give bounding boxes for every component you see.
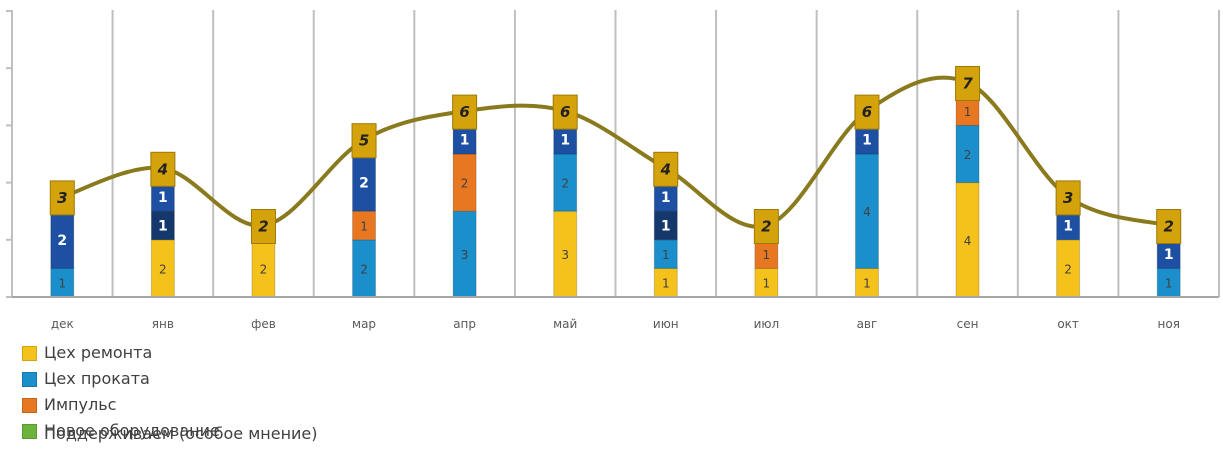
segment-value-label: 1 — [360, 220, 368, 234]
segment-value-label: 2 — [159, 262, 167, 276]
total-label-box — [49, 180, 75, 216]
segment-value-label: 2 — [964, 148, 972, 162]
segment-value-label: 1 — [862, 133, 872, 149]
legend-label-new-equipment: Новое оборудование — [44, 421, 220, 440]
segment-value-label: 2 — [260, 262, 268, 276]
x-tick-label: фев — [251, 317, 276, 331]
x-tick-label: янв — [152, 317, 174, 331]
total-label: 6 — [459, 103, 469, 121]
total-label-box — [452, 94, 478, 130]
total-label: 3 — [57, 189, 67, 207]
segment-value-label: 2 — [1064, 262, 1072, 276]
segment-value-label: 1 — [1063, 219, 1073, 235]
legend-label-support: Поддерживаем (особое мнение) — [44, 424, 318, 443]
segment-value-label: 1 — [662, 248, 670, 262]
x-tick-label: мар — [352, 317, 376, 331]
segment-value-label: 2 — [360, 262, 368, 276]
segment-value-label: 1 — [763, 277, 771, 291]
total-label: 2 — [761, 218, 771, 236]
x-tick-label: ноя — [1158, 317, 1180, 331]
legend-swatch-new-equipment — [22, 424, 37, 439]
total-label: 3 — [1063, 189, 1073, 207]
segment-value-label: 2 — [57, 233, 67, 249]
total-label: 2 — [1163, 218, 1173, 236]
bar-stacks: 1 2 2 1 1 2 2 1 2 3 2 1 3 2 1 1 1 1 1 1 1 1 4 1 4 2 1 2 1 1 1 — [50, 96, 1181, 298]
stacked-bar-chart: 1 2 2 1 1 2 2 1 2 3 2 1 3 2 1 1 1 1 1 1 1 1 4 1 4 2 1 2 1 1 1 3 4 2 5 6 6 4 2… — [6, 10, 1220, 331]
segment-value-label: 3 — [461, 248, 469, 262]
total-label-box — [351, 123, 377, 159]
total-label-box — [753, 209, 779, 244]
segment-value-label: 4 — [863, 205, 871, 219]
legend-swatch-impulse — [22, 398, 37, 413]
x-tick-label: дек — [51, 317, 74, 331]
x-tick-label: окт — [1057, 317, 1079, 331]
segment-value-label: 2 — [561, 177, 569, 191]
legend-swatch-repair — [22, 346, 37, 361]
segment-value-label: 1 — [560, 133, 570, 149]
gridlines — [6, 10, 1220, 298]
segment-value-label: 1 — [158, 219, 168, 235]
segment-value-label: 1 — [661, 219, 671, 235]
legend-label-repair: Цех ремонта — [44, 343, 153, 362]
x-axis: дек янв фев мар апр май июн июл авг сен окт ноя — [12, 296, 1219, 331]
x-tick-label: сен — [957, 317, 979, 331]
total-label: 4 — [660, 160, 671, 178]
segment-value-label: 1 — [158, 190, 168, 206]
total-label: 6 — [862, 103, 872, 121]
total-label-box — [1156, 209, 1182, 244]
segment-value-label: 1 — [661, 190, 671, 206]
legend-label-impulse: Импульс — [44, 395, 117, 414]
segment-value-label: 1 — [964, 105, 972, 119]
total-label: 5 — [359, 132, 369, 150]
x-tick-label: май — [553, 317, 577, 331]
total-label-box — [1055, 180, 1081, 216]
total-label-box — [854, 94, 880, 130]
segment-value-label: 4 — [964, 234, 972, 248]
x-tick-label: авг — [857, 317, 878, 331]
segment-value-label: 2 — [461, 177, 469, 191]
segment-value-label: 1 — [1165, 277, 1173, 291]
segment-value-label: 1 — [763, 248, 771, 262]
total-label-box — [250, 209, 276, 244]
legend-swatch-rolling — [22, 372, 37, 387]
total-label: 4 — [157, 160, 168, 178]
segment-value-label: 1 — [460, 133, 470, 149]
total-label-box — [955, 66, 981, 101]
total-label: 6 — [560, 103, 570, 121]
segment-value-label: 2 — [359, 176, 369, 192]
total-label: 7 — [962, 75, 973, 93]
legend-label-rolling: Цех проката — [44, 369, 150, 388]
total-labels: 3 4 2 5 6 6 4 2 6 7 3 2 — [49, 66, 1182, 244]
total-label: 2 — [258, 218, 268, 236]
x-tick-label: июн — [653, 317, 679, 331]
segment-value-label: 1 — [863, 277, 871, 291]
x-tick-label: апр — [453, 317, 476, 331]
segment-value-label: 1 — [58, 277, 66, 291]
segment-value-label: 3 — [561, 248, 569, 262]
segment-value-label: 1 — [1164, 247, 1174, 263]
segment-value-label: 1 — [662, 277, 670, 291]
total-label-box — [653, 151, 679, 187]
x-tick-label: июл — [754, 317, 780, 331]
total-label-box — [552, 94, 578, 130]
total-label-box — [150, 151, 176, 187]
